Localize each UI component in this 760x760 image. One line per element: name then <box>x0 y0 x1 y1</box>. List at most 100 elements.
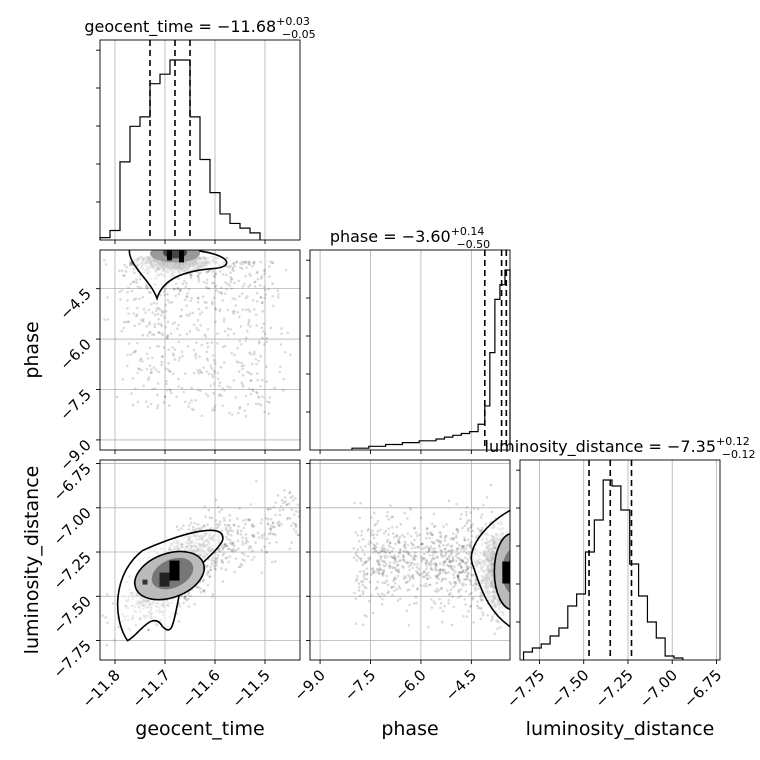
scatter-point <box>188 401 191 405</box>
scatter-point <box>479 595 482 598</box>
scatter-point <box>206 341 209 345</box>
scatter-point <box>496 627 499 631</box>
scatter-point <box>187 528 191 531</box>
scatter-point <box>392 556 395 559</box>
scatter-point <box>290 541 293 544</box>
scatter-point <box>141 318 145 321</box>
scatter-point <box>433 525 436 529</box>
scatter-point <box>262 330 265 333</box>
scatter-point <box>288 547 292 551</box>
scatter-point <box>232 544 236 548</box>
scatter-point <box>480 599 483 602</box>
scatter-point <box>264 293 267 296</box>
scatter-point <box>224 528 228 532</box>
scatter-point <box>371 611 375 615</box>
scatter-point <box>430 606 434 609</box>
scatter-point <box>231 310 235 314</box>
scatter-point <box>438 571 442 575</box>
scatter-point <box>139 286 142 289</box>
scatter-point <box>239 562 243 566</box>
scatter-point <box>213 275 217 278</box>
scatter-point <box>271 261 275 265</box>
scatter-point <box>279 343 283 346</box>
scatter-point <box>458 557 461 560</box>
scatter-point <box>441 620 444 624</box>
scatter-point <box>363 553 366 556</box>
scatter-point <box>150 368 153 371</box>
scatter-point <box>456 574 460 578</box>
scatter-point <box>251 388 254 391</box>
scatter-point <box>230 287 233 290</box>
scatter-point <box>278 509 282 512</box>
scatter-point <box>496 620 500 624</box>
scatter-point <box>377 568 381 572</box>
scatter-point <box>106 621 109 625</box>
scatter-point <box>189 299 192 303</box>
scatter-point <box>241 383 244 386</box>
scatter-point <box>180 308 183 312</box>
scatter-point <box>187 591 191 594</box>
scatter-point <box>155 309 158 312</box>
histogram-phase-panel <box>306 249 511 454</box>
scatter-point <box>465 521 469 525</box>
scatter-point <box>481 598 485 601</box>
scatter-point <box>165 379 168 383</box>
scatter-point <box>187 405 190 408</box>
scatter-point <box>365 560 368 563</box>
scatter-point <box>193 521 197 525</box>
scatter-point <box>372 546 376 550</box>
scatter-point <box>277 524 281 528</box>
scatter-point <box>160 332 163 335</box>
scatter-point <box>259 295 263 299</box>
scatter-point <box>372 546 376 550</box>
scatter-point <box>282 377 285 381</box>
scatter-point <box>135 281 139 284</box>
scatter-point <box>455 541 459 544</box>
scatter-point <box>409 554 413 558</box>
scatter-point <box>269 507 273 510</box>
scatter-point <box>290 524 293 528</box>
scatter-point <box>189 594 192 598</box>
scatter-point <box>378 563 381 567</box>
scatter-point <box>415 565 419 569</box>
scatter-point <box>263 410 266 414</box>
scatter-point <box>263 269 266 273</box>
scatter-point <box>133 271 136 274</box>
scatter-point <box>220 291 223 294</box>
scatter-point <box>199 370 202 374</box>
scatter-point <box>160 360 164 364</box>
scatter-point <box>219 365 223 369</box>
scatter-point <box>247 519 250 522</box>
scatter-point <box>210 341 214 344</box>
scatter-point <box>105 644 109 647</box>
scatter-point <box>260 548 264 552</box>
scatter-point <box>464 590 468 593</box>
scatter-point <box>397 570 400 574</box>
scatter-point <box>252 524 256 528</box>
scatter-point <box>152 333 156 337</box>
scatter-point <box>160 313 163 317</box>
scatter-point <box>231 267 234 271</box>
scatter-point <box>249 392 253 396</box>
scatter-point <box>399 549 402 552</box>
scatter-point <box>247 323 250 326</box>
scatter-point <box>361 623 365 627</box>
scatter-point <box>163 395 167 398</box>
scatter-point <box>463 538 466 542</box>
scatter-point <box>439 568 442 572</box>
scatter-point <box>458 581 462 584</box>
scatter-point <box>495 619 498 623</box>
scatter-point <box>204 515 207 518</box>
scatter-point <box>415 555 419 558</box>
scatter-point <box>468 592 471 596</box>
scatter-point <box>210 562 214 565</box>
scatter-point <box>196 318 200 322</box>
scatter-point <box>104 616 107 619</box>
scatter-point <box>204 335 207 338</box>
scatter-point <box>261 395 264 399</box>
scatter-point <box>221 299 225 302</box>
scatter-point <box>274 513 277 517</box>
scatter-point <box>177 385 181 388</box>
scatter-point <box>221 580 225 583</box>
scatter-point <box>222 320 226 323</box>
